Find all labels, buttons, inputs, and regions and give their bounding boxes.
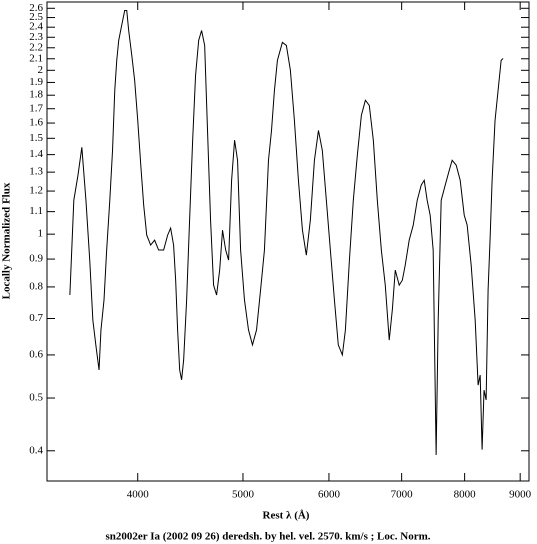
y-tick-label: 2.3 [29, 31, 43, 43]
y-tick-label: 2.5 [29, 11, 43, 23]
plot-frame [46, 1, 530, 482]
x-tick-label: 4000 [127, 489, 150, 501]
y-tick-label: 1.3 [29, 166, 43, 178]
caption: sn2002er Ia (2002 09 26) deredsh. by hel… [105, 531, 430, 543]
y-tick-label: 0.5 [29, 392, 43, 404]
y-tick-label: 1.1 [29, 205, 43, 217]
x-tick-label: 7000 [391, 489, 414, 501]
x-tick-label: 5000 [232, 489, 255, 501]
y-tick-label: 1.2 [29, 185, 43, 197]
y-tick-label: 0.8 [29, 280, 43, 292]
y-tick-label: 1.4 [29, 148, 43, 160]
y-tick-label: 1.6 [29, 117, 43, 129]
x-tick-label: 6000 [318, 489, 341, 501]
y-tick-label: 1.9 [29, 76, 43, 88]
x-axis-label: Rest λ (Å) [263, 510, 310, 522]
y-tick-label: 1 [38, 228, 44, 240]
spectrum-line [69, 9, 504, 455]
y-tick-label: 2.1 [29, 52, 43, 64]
y-axis-label: Locally Normalized Flux [1, 182, 13, 299]
y-tick-label: 1.5 [29, 132, 43, 144]
y-tick-label: 2.2 [29, 41, 43, 53]
y-tick-label: 0.9 [29, 253, 43, 265]
y-tick-label: 1.7 [29, 102, 43, 114]
x-tick-label: 8000 [454, 489, 477, 501]
x-tick-label: 9000 [509, 489, 532, 501]
y-tick-label: 2.6 [29, 2, 43, 14]
y-tick-label: 1.8 [29, 89, 43, 101]
y-tick-label: 2 [38, 64, 44, 76]
y-tick-label: 0.4 [29, 444, 43, 456]
y-tick-label: 0.7 [29, 312, 43, 324]
y-tick-label: 0.6 [29, 348, 43, 360]
y-tick-label: 2.4 [29, 21, 43, 33]
